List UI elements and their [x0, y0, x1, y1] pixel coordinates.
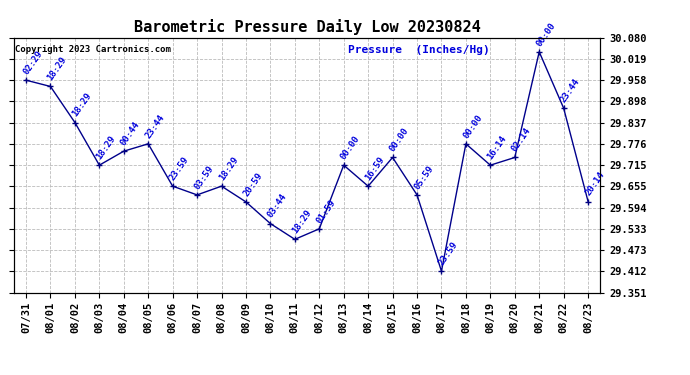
Text: 23:44: 23:44 [144, 112, 166, 140]
Text: 02:29: 02:29 [21, 49, 44, 76]
Text: 23:44: 23:44 [559, 77, 582, 104]
Text: 05:59: 05:59 [413, 164, 435, 191]
Text: Pressure  (Inches/Hg): Pressure (Inches/Hg) [348, 45, 490, 55]
Text: Copyright 2023 Cartronics.com: Copyright 2023 Cartronics.com [15, 45, 171, 54]
Text: 18:29: 18:29 [290, 208, 313, 235]
Text: 02:14: 02:14 [510, 126, 533, 153]
Text: 20:14: 20:14 [584, 170, 607, 197]
Text: 23:59: 23:59 [168, 155, 191, 182]
Text: 23:59: 23:59 [437, 240, 460, 267]
Text: 18:29: 18:29 [46, 55, 68, 82]
Text: 20:59: 20:59 [241, 171, 264, 198]
Text: 00:00: 00:00 [535, 21, 558, 48]
Text: 03:44: 03:44 [266, 192, 288, 219]
Text: 00:00: 00:00 [462, 112, 484, 140]
Text: 00:44: 00:44 [119, 120, 142, 147]
Text: 03:59: 03:59 [193, 164, 215, 191]
Text: 00:00: 00:00 [339, 134, 362, 161]
Title: Barometric Pressure Daily Low 20230824: Barometric Pressure Daily Low 20230824 [134, 19, 480, 35]
Text: 18:29: 18:29 [70, 91, 93, 118]
Text: 18:29: 18:29 [95, 134, 117, 161]
Text: 18:29: 18:29 [217, 155, 239, 182]
Text: 16:14: 16:14 [486, 134, 509, 161]
Text: 00:00: 00:00 [388, 126, 411, 153]
Text: 01:59: 01:59 [315, 198, 337, 225]
Text: 16:59: 16:59 [364, 155, 386, 182]
